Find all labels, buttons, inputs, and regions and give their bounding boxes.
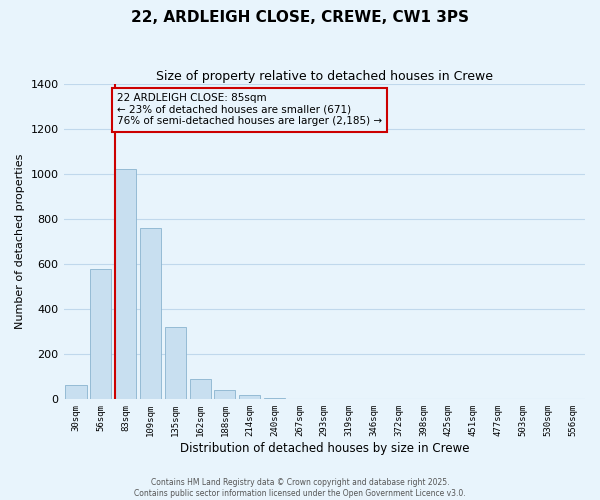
Text: 22, ARDLEIGH CLOSE, CREWE, CW1 3PS: 22, ARDLEIGH CLOSE, CREWE, CW1 3PS: [131, 10, 469, 25]
Bar: [90, 269, 112, 400]
Bar: [239, 396, 260, 400]
Bar: [264, 398, 285, 400]
Bar: [165, 328, 186, 400]
Text: Contains HM Land Registry data © Crown copyright and database right 2025.
Contai: Contains HM Land Registry data © Crown c…: [134, 478, 466, 498]
Title: Size of property relative to detached houses in Crewe: Size of property relative to detached ho…: [156, 70, 493, 83]
Bar: [140, 228, 161, 400]
Bar: [65, 384, 86, 400]
Text: 22 ARDLEIGH CLOSE: 85sqm
← 23% of detached houses are smaller (671)
76% of semi-: 22 ARDLEIGH CLOSE: 85sqm ← 23% of detach…: [117, 93, 382, 126]
Bar: [190, 379, 211, 400]
Bar: [214, 390, 235, 400]
X-axis label: Distribution of detached houses by size in Crewe: Distribution of detached houses by size …: [179, 442, 469, 455]
Y-axis label: Number of detached properties: Number of detached properties: [15, 154, 25, 330]
Bar: [115, 168, 136, 400]
